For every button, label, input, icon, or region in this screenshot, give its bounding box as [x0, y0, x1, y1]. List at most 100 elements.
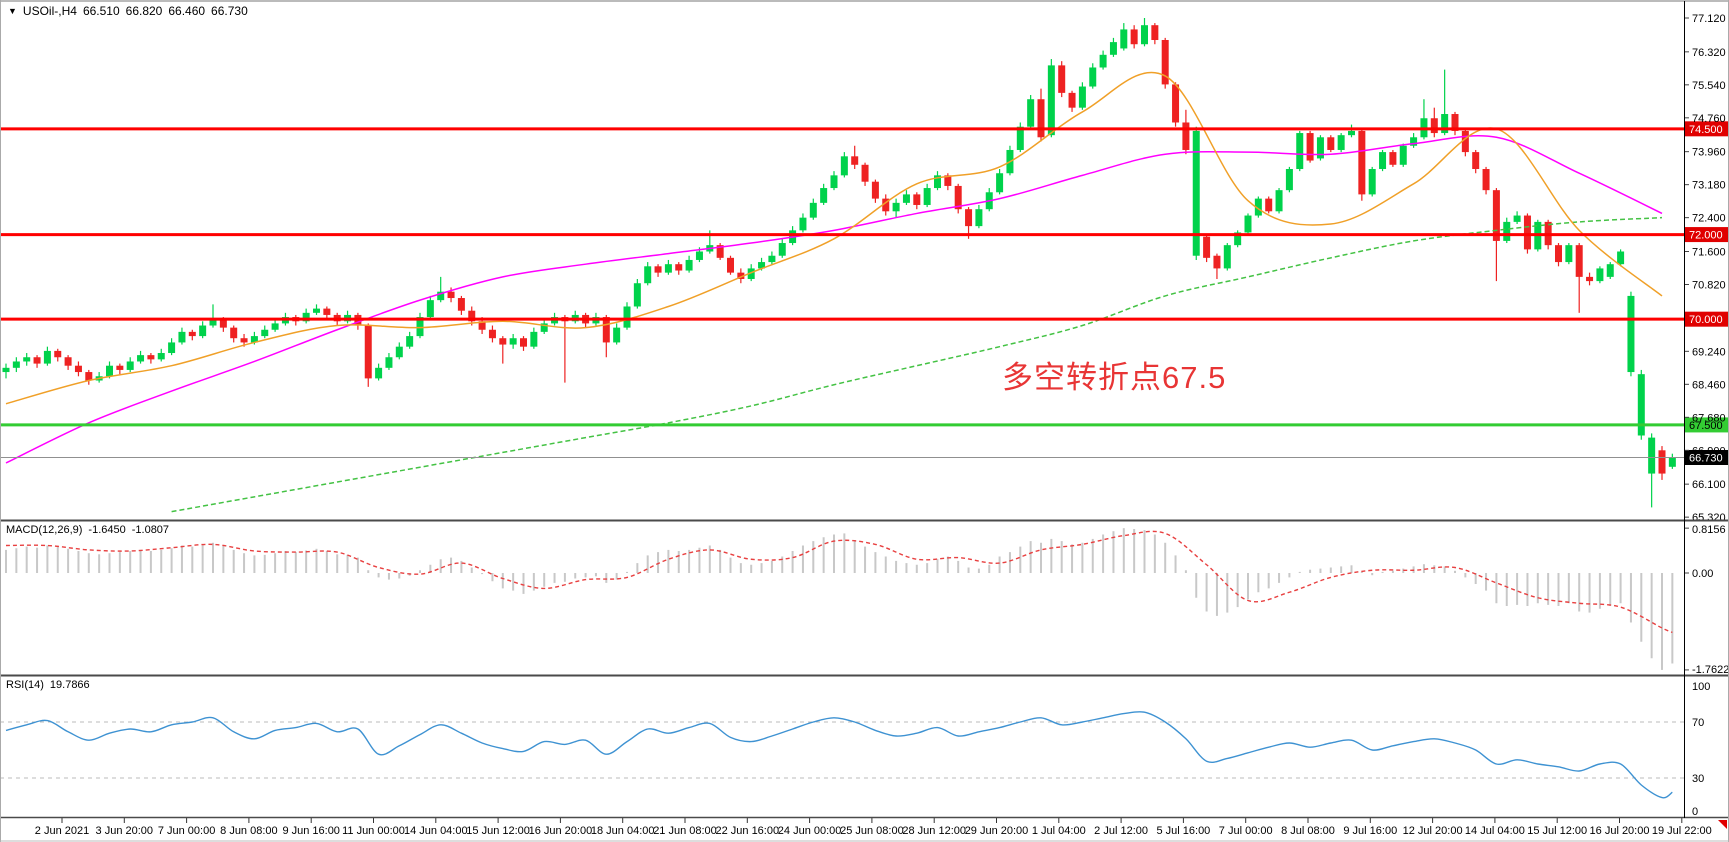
candle: [1430, 107, 1438, 138]
time-tick-label: 21 Jun 08:00: [653, 825, 717, 837]
candle-body: [975, 209, 983, 227]
candle: [1265, 196, 1273, 214]
time-tick-label: 15 Jun 12:00: [466, 825, 530, 837]
price-tick-label: 73.960: [1692, 147, 1726, 159]
candle: [1617, 249, 1625, 267]
candle: [344, 310, 352, 324]
candle-body: [385, 357, 393, 368]
price-axis[interactable]: [1684, 0, 1729, 818]
candle-body: [861, 164, 869, 182]
candle: [1668, 453, 1676, 469]
candle-body: [1399, 145, 1407, 165]
candle: [913, 192, 921, 210]
candle: [1461, 128, 1469, 157]
candle: [178, 327, 186, 345]
time-tick-label: 22 Jun 16:00: [715, 825, 779, 837]
candle-body: [1275, 190, 1283, 212]
candle: [157, 348, 165, 362]
candle: [426, 295, 434, 320]
candle: [1316, 135, 1324, 161]
candle: [509, 333, 517, 349]
candle-body: [1244, 215, 1252, 233]
candle: [1389, 149, 1397, 167]
time-tick-label: 3 Jun 20:00: [96, 825, 154, 837]
candle-body: [1130, 29, 1138, 45]
time-tick-label: 12 Jul 20:00: [1403, 825, 1463, 837]
rsi-panel: [0, 710, 1684, 799]
price-level-badge: [1685, 311, 1728, 327]
time-tick-label: 2 Jul 12:00: [1094, 825, 1148, 837]
time-axis[interactable]: [0, 818, 1729, 842]
candle-body: [644, 266, 652, 284]
candle-body: [1430, 118, 1438, 134]
candle-body: [1109, 42, 1117, 55]
price-tick-label: 66.900: [1692, 445, 1726, 457]
candle-body: [1637, 374, 1645, 436]
price-tick-label: 69.240: [1692, 346, 1726, 358]
candle-body: [1234, 232, 1242, 246]
candle-body: [468, 310, 476, 322]
candle-body: [1648, 437, 1656, 474]
time-tick-label: 14 Jun 04:00: [404, 825, 468, 837]
candle: [1254, 196, 1262, 218]
candle-body: [157, 353, 165, 360]
macd-panel: [5, 528, 1674, 670]
candle: [1296, 130, 1304, 172]
candle: [1472, 149, 1480, 174]
candle: [406, 331, 414, 349]
rsi-tick-label: 30: [1692, 773, 1704, 785]
candle-body: [1513, 215, 1521, 222]
candle: [313, 304, 320, 315]
candle: [271, 319, 279, 332]
candle-body: [1089, 67, 1097, 87]
candle: [1606, 262, 1614, 279]
candle: [1627, 291, 1635, 377]
candle-body: [1523, 215, 1531, 250]
candle: [1192, 126, 1200, 260]
candle-body: [106, 365, 113, 377]
candle-body: [416, 317, 424, 337]
candle-body: [727, 257, 734, 273]
price-level-badge-label: 66.730: [1689, 452, 1723, 464]
candle-body: [1358, 130, 1366, 195]
candle-body: [395, 346, 403, 358]
candle-body: [1213, 255, 1221, 269]
price-level-badge: [1685, 449, 1728, 465]
candle-body: [426, 300, 434, 318]
candle-body: [1203, 236, 1211, 258]
candle-body: [199, 325, 207, 337]
candle: [416, 312, 424, 339]
candle: [1047, 59, 1055, 138]
candle-body: [1410, 137, 1418, 146]
candle: [520, 336, 527, 351]
macd-signal-line: [5, 530, 1673, 634]
rsi-line: [5, 710, 1673, 799]
candle-body: [1192, 130, 1200, 256]
candle-body: [1482, 169, 1490, 191]
candle-body: [406, 336, 414, 347]
candle: [778, 238, 786, 258]
candle: [1244, 213, 1252, 235]
candle: [188, 329, 196, 341]
candle-body: [74, 365, 82, 373]
candle: [137, 350, 145, 364]
candle: [623, 302, 631, 330]
time-tick-label: 11 Jun 00:00: [342, 825, 405, 837]
candle-body: [1151, 25, 1159, 40]
candle: [654, 264, 662, 277]
candle-body: [934, 175, 941, 189]
candle: [1513, 211, 1521, 225]
price-tick-label: 72.400: [1692, 213, 1726, 225]
candle-body: [1265, 198, 1273, 212]
candle: [323, 306, 331, 320]
symbol-dropdown-icon[interactable]: ▼: [8, 6, 17, 16]
candle-body: [1254, 198, 1262, 216]
candle: [1068, 90, 1076, 112]
candle-body: [944, 175, 952, 186]
time-tick-label: 8 Jul 08:00: [1281, 825, 1335, 837]
candle: [1410, 133, 1418, 148]
candle-body: [1441, 114, 1449, 134]
candle-body: [1296, 133, 1304, 170]
